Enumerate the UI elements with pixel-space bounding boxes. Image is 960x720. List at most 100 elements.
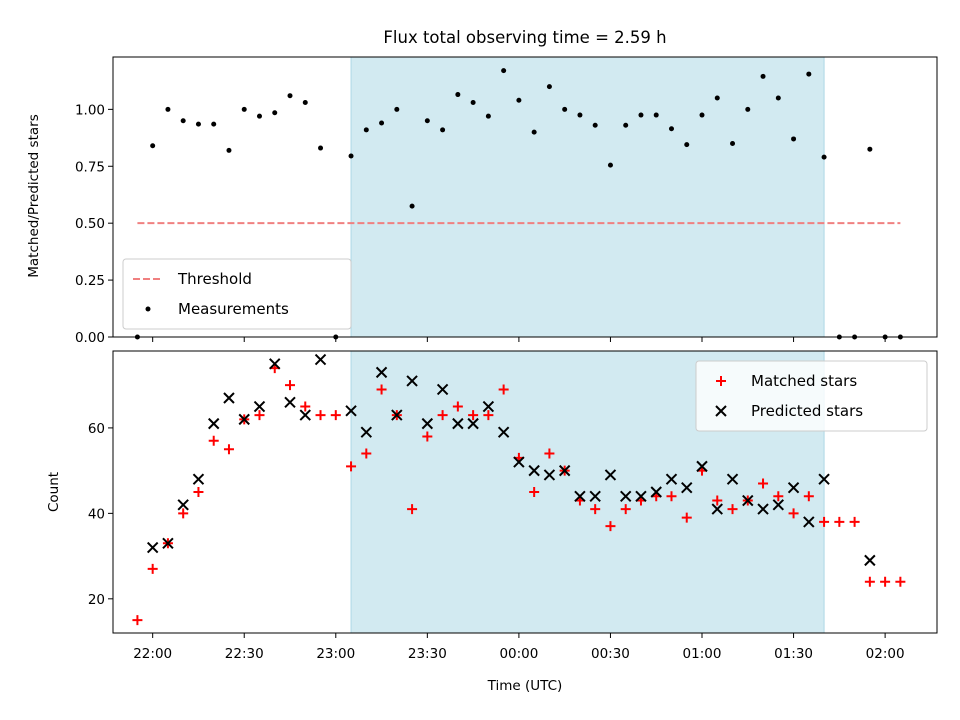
x-tick-label: 02:00 bbox=[866, 646, 905, 662]
chart-title: Flux total observing time = 2.59 h bbox=[383, 28, 666, 47]
measurement-point bbox=[775, 95, 781, 101]
measurement-point bbox=[821, 154, 827, 160]
legend-box bbox=[122, 258, 352, 330]
measurement-point bbox=[409, 203, 415, 209]
measurement-point bbox=[745, 106, 751, 112]
matched-star-point bbox=[132, 615, 143, 626]
measurement-point bbox=[516, 97, 522, 103]
measurement-point bbox=[394, 106, 400, 112]
y-tick-label: 0.00 bbox=[75, 330, 105, 346]
matched-star-point bbox=[803, 491, 814, 502]
y-tick-label: 20 bbox=[88, 592, 105, 608]
measurement-point bbox=[714, 95, 720, 101]
predicted-star-point bbox=[604, 469, 617, 481]
measurement-point bbox=[668, 126, 674, 132]
matched-star-point bbox=[193, 487, 204, 497]
top-panel: 0.00 0.25 0.50 0.75 1.00 Threshold Measurement… bbox=[75, 56, 938, 346]
legend-label: Measurements bbox=[178, 300, 289, 318]
matched-star-point bbox=[834, 516, 845, 527]
predicted-star-point bbox=[421, 417, 434, 430]
measurement-point bbox=[684, 142, 690, 148]
x-tick-label: 22:30 bbox=[225, 646, 264, 662]
measurement-point bbox=[607, 162, 613, 168]
x-tick-label: 23:30 bbox=[408, 646, 447, 662]
matched-star-point bbox=[407, 504, 418, 515]
measurement-point bbox=[653, 112, 659, 118]
y-tick-label: 0.25 bbox=[75, 273, 105, 289]
predicted-star-point bbox=[558, 464, 571, 477]
predicted-star-point bbox=[620, 490, 632, 502]
predicted-star-point bbox=[864, 554, 876, 567]
x-tick-label: 00:30 bbox=[591, 646, 630, 662]
measurement-point bbox=[302, 100, 308, 106]
predicted-star-point bbox=[391, 409, 403, 421]
matched-star-point bbox=[178, 508, 189, 519]
legend-label: Threshold bbox=[177, 270, 252, 288]
y-tick-label: 60 bbox=[88, 421, 105, 437]
measurement-point bbox=[379, 120, 385, 126]
y-tick-label: 0.50 bbox=[75, 216, 105, 232]
matched-star-point bbox=[285, 380, 296, 391]
predicted-star-point bbox=[238, 413, 250, 426]
matched-star-point bbox=[788, 508, 799, 519]
legend: Matched stars Predicted stars bbox=[695, 360, 928, 432]
bottom-panel: 20 40 60 22:00 22:30 23:00 23:30 00:00 00:30 01:0… bbox=[88, 350, 938, 662]
measurement-point bbox=[791, 136, 797, 142]
y-tick-label: 0.75 bbox=[75, 159, 105, 175]
predicted-star-point bbox=[696, 460, 708, 473]
predicted-star-point bbox=[192, 473, 205, 485]
matched-star-point bbox=[223, 444, 234, 455]
matched-star-point bbox=[147, 563, 158, 574]
matched-star-point bbox=[315, 410, 326, 421]
axes-frame bbox=[112, 56, 938, 338]
predicted-star-point bbox=[452, 417, 464, 430]
matched-star-point bbox=[864, 576, 875, 587]
measurement-point bbox=[150, 143, 156, 149]
measurement-point bbox=[623, 122, 629, 128]
matched-star-point bbox=[376, 384, 387, 395]
measurement-point bbox=[348, 153, 354, 159]
predicted-star-point bbox=[406, 375, 418, 387]
matched-star-point bbox=[483, 410, 494, 421]
predicted-star-point bbox=[711, 503, 723, 515]
predicted-star-point bbox=[284, 396, 296, 408]
measurement-point bbox=[501, 68, 507, 74]
legend-box bbox=[695, 360, 928, 432]
predicted-star-point bbox=[345, 405, 357, 417]
predicted-star-point bbox=[146, 541, 159, 554]
legend-swatch bbox=[715, 405, 727, 417]
legend-swatch bbox=[145, 306, 151, 312]
y-tick-label: 40 bbox=[88, 506, 105, 522]
matched-star-point bbox=[346, 461, 357, 472]
predicted-star-point bbox=[650, 486, 662, 498]
matched-star-point bbox=[529, 487, 540, 497]
measurement-point bbox=[577, 112, 583, 118]
predicted-star-point bbox=[314, 353, 327, 366]
y-tick-label: 1.00 bbox=[75, 102, 105, 118]
matched-star-point bbox=[300, 401, 311, 412]
x-tick-label: 01:00 bbox=[683, 646, 722, 662]
predicted-star-point bbox=[726, 473, 739, 485]
y-axis-label-bottom: Count bbox=[46, 472, 62, 512]
measurement-point bbox=[562, 106, 568, 112]
predicted-star-point bbox=[543, 469, 556, 481]
measurement-point bbox=[256, 113, 262, 119]
matched-star-point bbox=[590, 504, 601, 515]
legend-label: Predicted stars bbox=[751, 402, 863, 420]
measurement-point bbox=[455, 92, 461, 98]
measurement-point bbox=[241, 106, 247, 112]
matched-star-point bbox=[819, 516, 830, 527]
matched-star-point bbox=[498, 384, 509, 395]
matched-star-point bbox=[758, 478, 769, 489]
predicted-star-point bbox=[772, 499, 785, 511]
measurement-point bbox=[470, 100, 476, 106]
predicted-star-point bbox=[299, 409, 311, 421]
matched-star-point bbox=[254, 410, 265, 421]
predicted-star-point bbox=[223, 392, 235, 404]
predicted-star-point bbox=[574, 490, 586, 502]
matched-star-point bbox=[468, 410, 479, 421]
predicted-star-point bbox=[177, 499, 189, 511]
measurement-point bbox=[211, 121, 217, 127]
matched-star-point bbox=[422, 431, 433, 442]
